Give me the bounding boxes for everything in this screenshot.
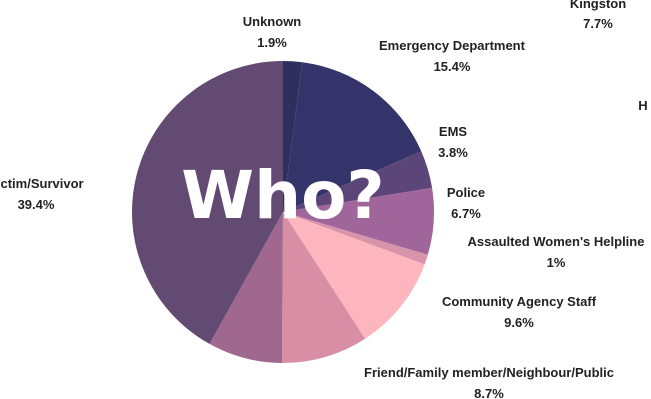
clipped-label: H [638,98,647,113]
pie-slice-assaulted-women-s-helpline [283,212,428,265]
slice-label: Police [447,185,485,200]
clipped-label: Kingston [570,0,626,11]
pie-slices [132,61,435,364]
slice-label: Assaulted Women's Helpline [468,234,645,249]
slice-label: EMS [439,124,468,139]
pie-slice-emergency-department [283,62,422,212]
overlay-title: Who? [181,157,384,234]
slice-value-label: 1.9% [257,35,287,50]
slice-label: Unknown [243,14,302,29]
slice-value-label: 1% [547,255,566,270]
slice-label: Victim/Survivor [0,176,84,191]
slice-value-label: 39.4% [18,197,55,212]
slice-value-label: 8.7% [474,386,504,399]
slice-label: Friend/Family member/Neighbour/Public [364,365,614,380]
pie-slice-police [283,187,435,255]
slice-value-label: 9.6% [504,315,534,330]
pie-slice-victim-survivor [132,61,283,344]
slice-value-label: 15.4% [434,59,471,74]
slice-label: Community Agency Staff [442,294,597,309]
pie-slice-community-agency-staff [283,212,425,339]
pie-slice-unlabeled [209,212,283,363]
slice-label: Emergency Department [379,38,526,53]
pie-slice-friend-family-member-neighbour-public [281,212,366,364]
clipped-labels: Kingston 7.7% H [570,0,648,113]
clipped-value-label: 7.7% [583,16,613,31]
pie-slice-ems [283,151,433,212]
pie-slice-unknown [283,61,303,212]
slice-value-label: 3.8% [438,145,468,160]
slice-value-label: 6.7% [451,206,481,221]
pie-labels: Unknown 1.9% Emergency Department 15.4% EMS 3… [0,14,644,399]
